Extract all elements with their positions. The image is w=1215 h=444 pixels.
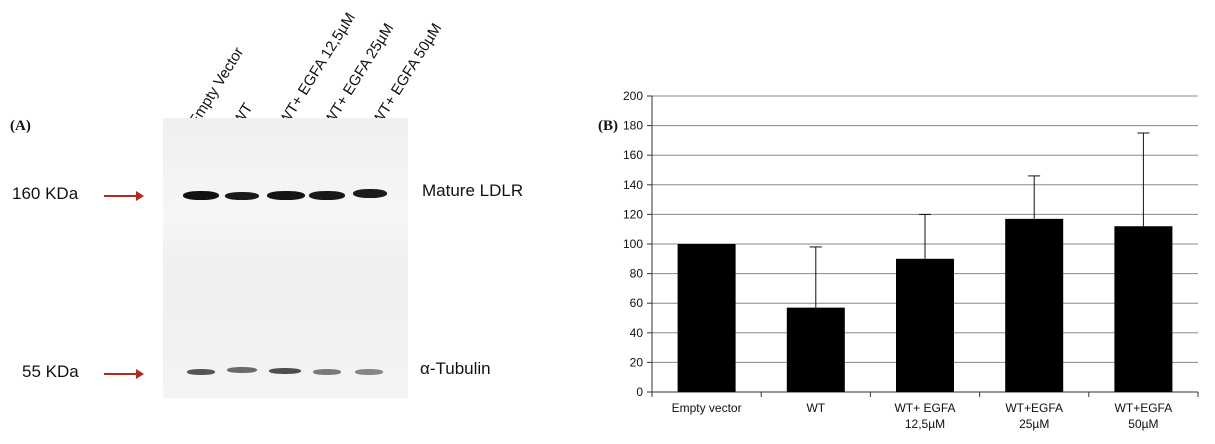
y-tick-label: 180	[623, 119, 643, 133]
y-tick-label: 140	[623, 178, 643, 192]
bar	[786, 307, 845, 392]
tubulin-band-egfa-25	[313, 369, 341, 375]
bar	[1114, 226, 1173, 392]
x-tick-label: WT	[806, 401, 825, 415]
y-tick-label: 120	[623, 207, 643, 221]
x-tick-label: Empty vector	[672, 401, 742, 415]
arrow-55-kda-icon	[104, 369, 144, 379]
marker-160-kda: 160 KDa	[12, 184, 79, 203]
arrow-160-kda-icon	[104, 191, 144, 201]
bar	[896, 258, 954, 392]
y-tick-label: 0	[636, 385, 643, 399]
panel-b-label: (B)	[598, 118, 618, 134]
band-label-mature-ldlr: Mature LDLR	[422, 181, 524, 200]
marker-55-kda: 55 KDa	[22, 362, 79, 381]
ldlr-band-egfa-50	[353, 189, 387, 198]
y-tick-label: 160	[623, 148, 643, 162]
ldlr-band-egfa-12-5	[267, 191, 305, 200]
ldlr-band-egfa-25	[309, 191, 345, 200]
y-tick-label: 80	[630, 267, 644, 281]
y-tick-label: 20	[630, 355, 644, 369]
ldlr-band-wt	[225, 192, 259, 200]
x-tick-label: WT+EGFA 25µM	[1005, 401, 1063, 431]
y-tick-label: 200	[623, 89, 643, 103]
panel-a-label: (A)	[10, 118, 31, 134]
band-label-alpha-tubulin: α-Tubulin	[420, 359, 491, 378]
bar-chart: 0 20 40 60 80 100 120 140 160 180 200 Empty vector W…	[623, 89, 1199, 431]
bar	[677, 244, 736, 392]
tubulin-band-egfa-12-5	[269, 368, 301, 374]
tubulin-band-empty-vector	[187, 369, 215, 375]
western-blot-panel: Empty Vector WT WT+ EGFA 12,5µM WT+ EGFA…	[0, 0, 590, 444]
y-tick-label: 40	[630, 326, 644, 340]
blot-membrane	[163, 118, 408, 398]
bar	[1005, 218, 1064, 392]
y-tick-label: 100	[623, 237, 643, 251]
y-tick-label: 60	[630, 296, 644, 310]
tubulin-band-wt	[227, 367, 257, 373]
x-tick-label: WT+EGFA 50µM	[1115, 401, 1173, 431]
tubulin-band-egfa-50	[355, 369, 383, 375]
x-tick-label: WT+ EGFA 12,5µM	[894, 401, 955, 431]
ldlr-band-empty-vector	[183, 191, 219, 200]
lane-label-egfa-12-5: WT+ EGFA 12,5µM	[275, 9, 359, 129]
